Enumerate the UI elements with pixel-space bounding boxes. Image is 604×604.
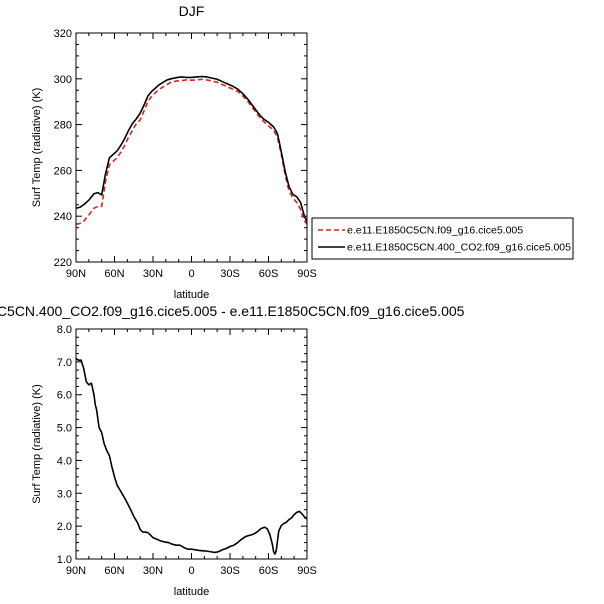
bot-x-tick-label: 30N — [143, 565, 163, 577]
legend-box — [311, 217, 574, 260]
top-x-tick-label: 90S — [297, 268, 317, 280]
bot-x-tick-label: 0 — [188, 565, 194, 577]
top-x-tick-label: 30S — [220, 268, 240, 280]
bot-x-tick-label: 90N — [66, 565, 86, 577]
legend: e.e11.E1850C5CN.f09_g16.cice5.005 e.e11.… — [311, 217, 574, 260]
legend-label-control: e.e11.E1850C5CN.f09_g16.cice5.005 — [347, 225, 523, 237]
bot-y-tick-label: 2.0 — [57, 521, 72, 533]
top-chart-title: DJF — [179, 3, 205, 19]
bot-y-tick-label: 8.0 — [57, 324, 72, 336]
top-series-control-line — [76, 78, 307, 226]
bot-y-tick-label: 3.0 — [57, 488, 72, 500]
bot-y-tick-label: 4.0 — [57, 455, 72, 467]
bottom-panel: e.e11.E1850C5CN.400_CO2.f09_g16.cice5.00… — [0, 303, 465, 598]
bottom-y-tick-labels: 1.0 2.0 3.0 4.0 5.0 6.0 7.0 8.0 — [57, 324, 72, 566]
top-y-tick-label: 280 — [54, 120, 72, 132]
top-y-tick-label: 260 — [54, 165, 72, 177]
bot-y-tick-label: 1.0 — [57, 554, 72, 566]
top-tick-marks — [75, 32, 308, 263]
top-y-axis-label: Surf Temp (radiative) (K) — [31, 88, 43, 208]
bot-y-tick-label: 5.0 — [57, 423, 72, 435]
legend-label-co2: e.e11.E1850C5CN.400_CO2.f09_g16.cice5.00… — [347, 242, 571, 254]
bot-y-tick-label: 6.0 — [57, 390, 72, 402]
top-x-axis-label: latitude — [174, 289, 209, 301]
bottom-plot-area — [76, 357, 307, 555]
top-x-tick-label: 60S — [259, 268, 279, 280]
bot-x-tick-label: 60N — [104, 565, 124, 577]
top-x-tick-label: 0 — [188, 268, 194, 280]
top-plot-frame — [75, 32, 308, 263]
bottom-plot-frame — [75, 328, 308, 560]
bot-x-tick-label: 30S — [220, 565, 240, 577]
top-plot-area — [76, 75, 307, 226]
bottom-chart-title: e.e11.E1850C5CN.400_CO2.f09_g16.cice5.00… — [0, 303, 465, 319]
bottom-x-axis-label: latitude — [174, 586, 209, 598]
top-y-tick-label: 320 — [54, 28, 72, 40]
bottom-tick-marks — [75, 328, 308, 560]
top-x-tick-labels: 90N 60N 30N 0 30S 60S 90S — [66, 268, 317, 280]
bot-x-tick-label: 90S — [297, 565, 317, 577]
bottom-y-axis-label: Surf Temp (radiative) (K) — [31, 384, 43, 504]
top-y-tick-labels: 220 240 260 280 300 320 — [54, 28, 72, 269]
bottom-x-tick-labels: 90N 60N 30N 0 30S 60S 90S — [66, 565, 317, 577]
bot-y-tick-label: 7.0 — [57, 357, 72, 369]
top-panel: DJF 90N 60N 30N 0 30S 60S 90S 220 240 260 280 300 3… — [31, 3, 317, 301]
top-y-tick-label: 300 — [54, 74, 72, 86]
top-y-tick-label: 220 — [54, 257, 72, 269]
top-series-co2-line — [76, 75, 307, 223]
bot-x-tick-label: 60S — [259, 565, 279, 577]
bottom-series-difference-line — [76, 357, 307, 555]
top-x-tick-label: 60N — [104, 268, 124, 280]
top-x-tick-label: 90N — [66, 268, 86, 280]
top-y-tick-label: 240 — [54, 211, 72, 223]
top-x-tick-label: 30N — [143, 268, 163, 280]
